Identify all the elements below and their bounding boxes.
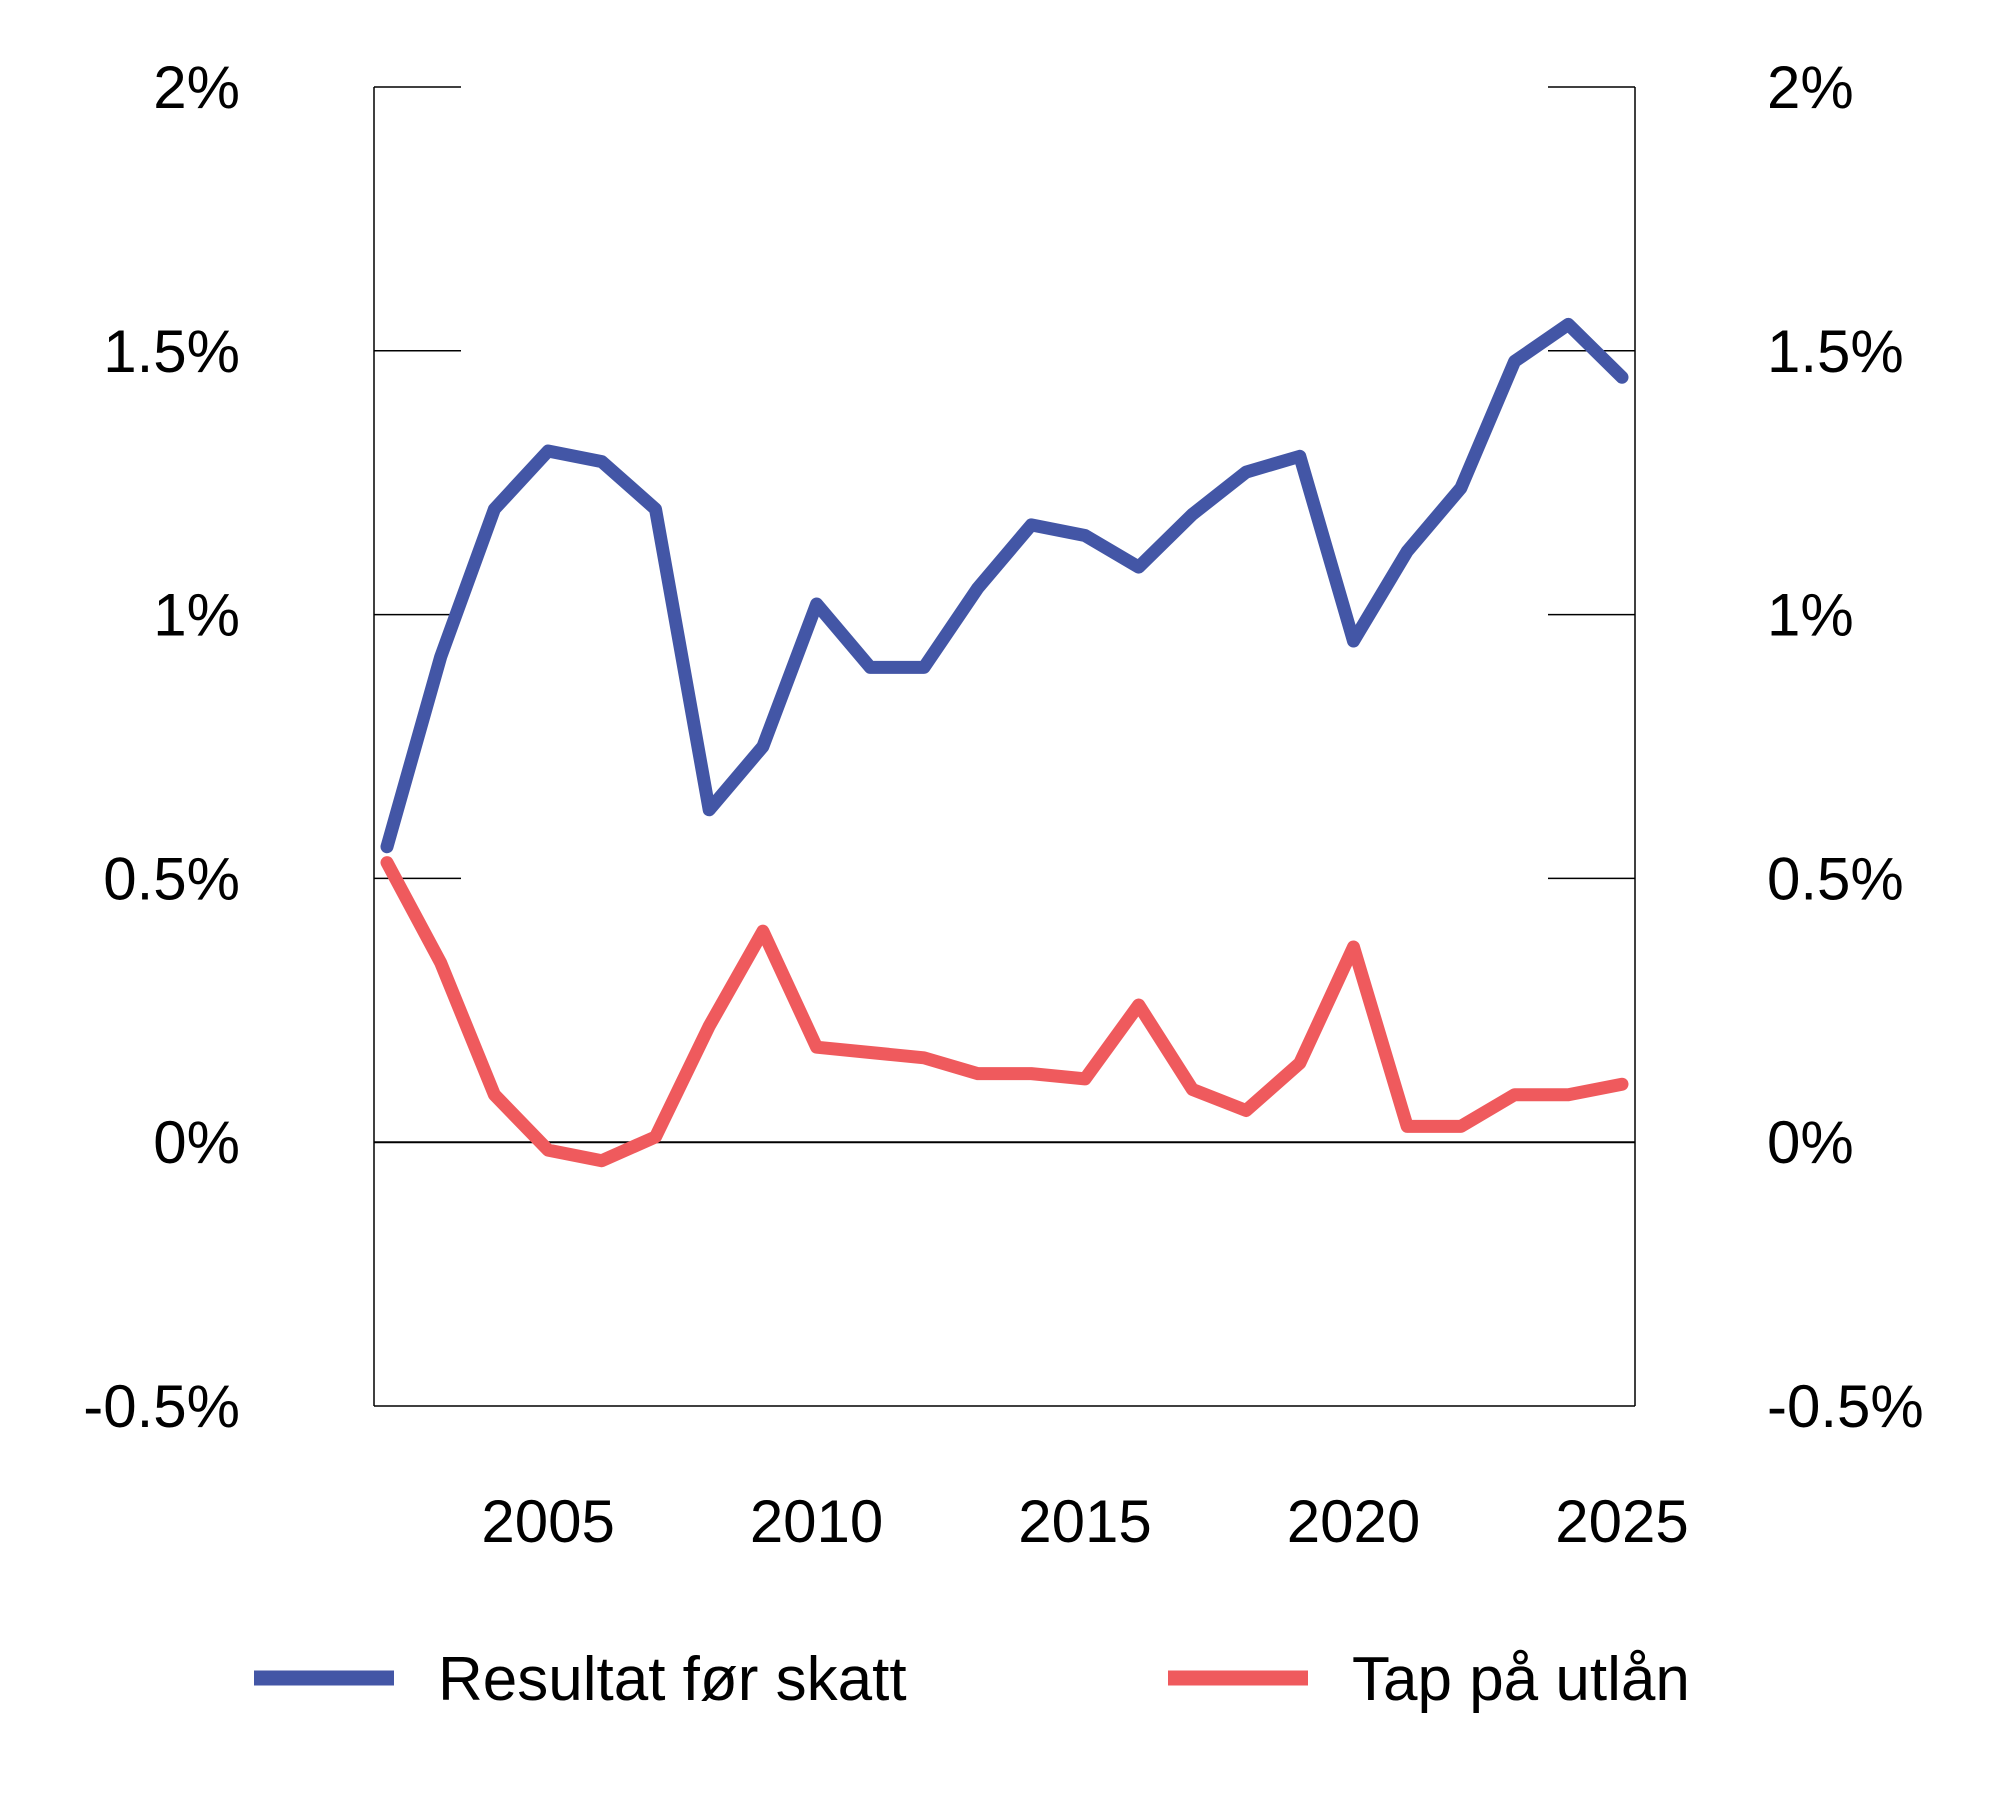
legend-label-1: Tap på utlån — [1352, 1645, 1690, 1714]
left-y-tick-label: 1% — [153, 582, 240, 649]
legend: Resultat før skatt Tap på utlån — [254, 1645, 1690, 1714]
right-y-tick-label: 1% — [1767, 582, 1854, 649]
right-y-tick-label: 0% — [1767, 1109, 1854, 1176]
x-tick-label: 2005 — [481, 1488, 614, 1555]
left-y-tick-label: -0.5% — [83, 1373, 240, 1440]
series-line-0 — [380, 317, 1629, 854]
legend-label-0: Resultat før skatt — [438, 1645, 907, 1714]
left-y-tick-label: 2% — [153, 54, 240, 121]
right-y-tick-label: 1.5% — [1767, 318, 1904, 385]
right-y-tick-label: -0.5% — [1767, 1373, 1924, 1440]
right-y-tick-label: 2% — [1767, 54, 1854, 121]
series-lines — [380, 317, 1629, 1168]
x-tick-label: 2015 — [1018, 1488, 1151, 1555]
axes: -0.5% -0.5% 0% 0% 0.5% 0.5% 1% 1% 1.5% 1.5% 2% 2% 20… — [83, 54, 1924, 1555]
x-tick-label: 2020 — [1287, 1488, 1420, 1555]
left-y-tick-label: 1.5% — [103, 318, 240, 385]
x-tick-label: 2025 — [1555, 1488, 1688, 1555]
x-tick-label: 2010 — [750, 1488, 883, 1555]
left-y-tick-label: 0.5% — [103, 845, 240, 912]
right-y-tick-label: 0.5% — [1767, 845, 1904, 912]
left-y-tick-label: 0% — [153, 1109, 240, 1176]
series-line-1 — [380, 856, 1629, 1168]
